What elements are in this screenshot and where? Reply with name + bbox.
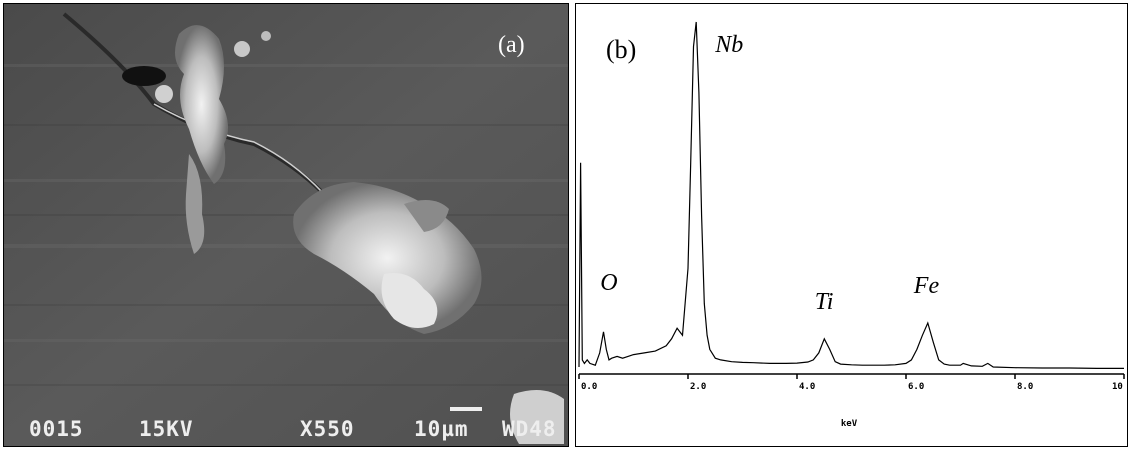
peak-label-nb: Nb xyxy=(714,32,743,58)
peak-label-o: O xyxy=(600,270,617,296)
x-axis: 0.0 2.0 4.0 6.0 8.0 10 xyxy=(578,373,1125,392)
x-tick-label: 2.0 xyxy=(690,382,706,392)
x-tick-label: 4.0 xyxy=(799,382,815,392)
scan-lines xyxy=(4,64,568,386)
sem-micrograph-panel: 0015 15KV X550 10µm WD48 (a) xyxy=(3,3,569,447)
panel-a-caption: (a) xyxy=(498,32,525,58)
eds-spectrum-chart: (b) 0.0 2.0 4.0 6.0 8.0 10 O Nb Ti Fe keV xyxy=(578,21,1125,429)
x-tick-label: 6.0 xyxy=(908,382,924,392)
peak-label-fe: Fe xyxy=(913,273,940,299)
sem-micrograph-image: 0015 15KV X550 10µm WD48 (a) xyxy=(4,4,568,446)
label-readout: WD48 xyxy=(502,417,557,441)
eds-spectrum-panel: (b) 0.0 2.0 4.0 6.0 8.0 10 O Nb Ti Fe keV xyxy=(575,3,1128,447)
x-tick-label: 0.0 xyxy=(581,382,597,392)
voltage-readout: 15KV xyxy=(139,417,194,441)
panel-b-caption: (b) xyxy=(606,35,636,64)
spectrum-series xyxy=(578,21,1124,369)
peak-label-ti: Ti xyxy=(815,289,834,315)
x-axis-label: keV xyxy=(841,419,858,429)
particle-corner xyxy=(510,390,564,444)
spectrum-line xyxy=(578,21,1124,369)
scale-bar xyxy=(450,407,482,411)
magnification-readout: X550 xyxy=(300,417,355,441)
particle-large xyxy=(293,182,482,334)
pore xyxy=(122,66,166,86)
x-tick-label: 8.0 xyxy=(1017,382,1033,392)
sem-info-bar: 0015 15KV X550 10µm WD48 xyxy=(29,407,557,441)
micrograph-number: 0015 xyxy=(29,417,84,441)
peak-labels: O Nb Ti Fe xyxy=(600,32,939,315)
scale-readout: 10µm xyxy=(414,417,469,441)
particle-cluster-upper xyxy=(155,25,271,254)
x-tick-label: 10 xyxy=(1112,382,1123,392)
